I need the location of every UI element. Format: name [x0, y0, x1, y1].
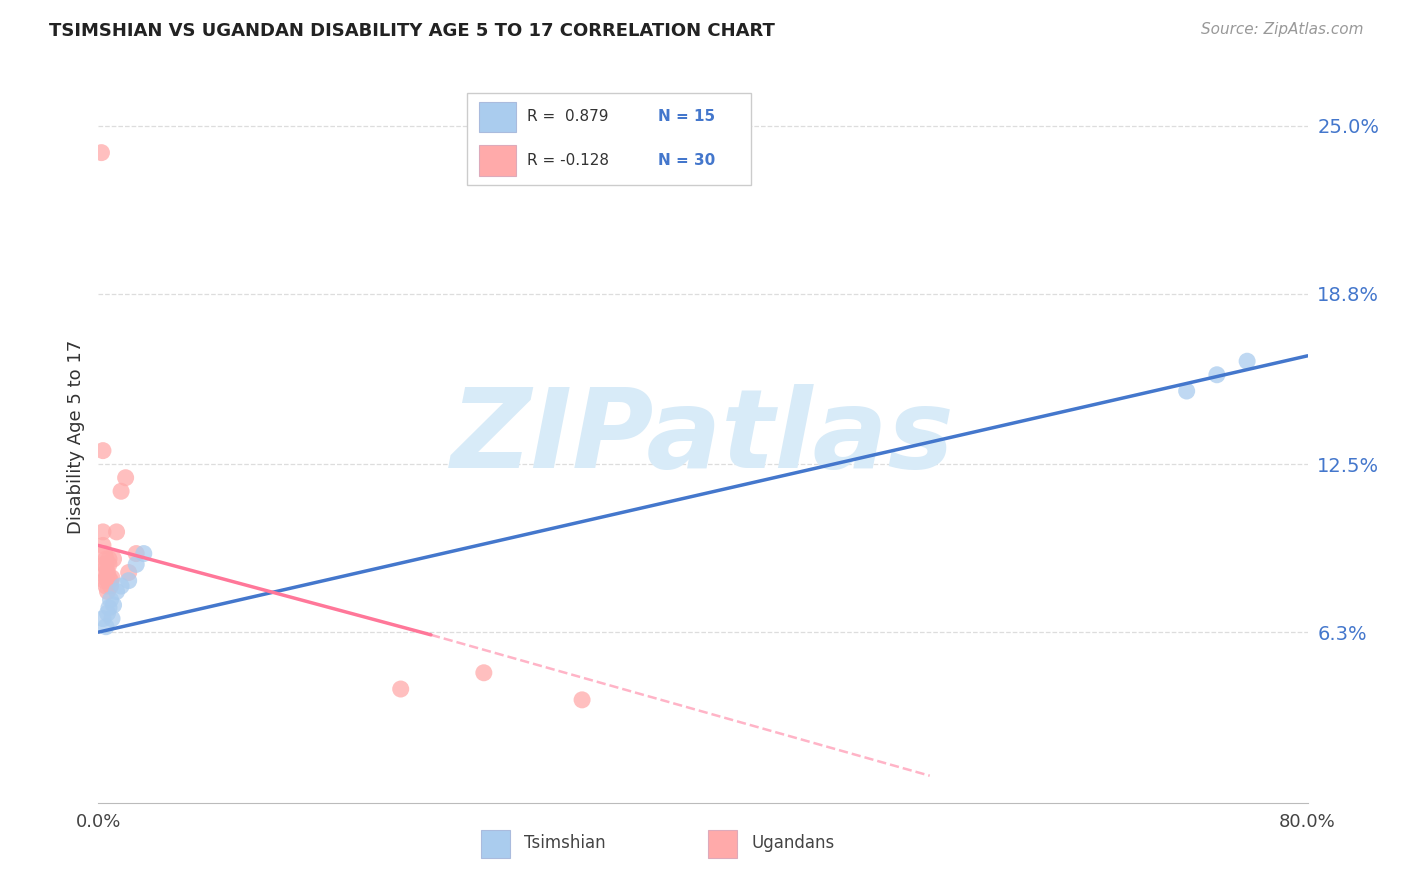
Point: [571, 693, 593, 707]
Point: [93, 558, 115, 572]
Point: [101, 611, 124, 625]
Point: [91, 443, 114, 458]
Point: [96, 574, 118, 588]
Point: [96, 566, 118, 580]
Point: [389, 681, 412, 696]
Point: [1175, 384, 1198, 398]
Point: [94, 620, 117, 634]
Point: [110, 484, 132, 499]
Point: [101, 571, 124, 585]
Point: [91, 524, 114, 539]
Point: [105, 584, 128, 599]
Point: [472, 665, 495, 680]
Point: [100, 579, 122, 593]
Point: [125, 558, 148, 572]
Y-axis label: Disability Age 5 to 17: Disability Age 5 to 17: [66, 340, 84, 534]
Point: [96, 606, 118, 620]
Point: [105, 524, 128, 539]
Point: [93, 574, 115, 588]
Point: [98, 600, 121, 615]
Point: [90, 145, 112, 160]
Text: TSIMSHIAN VS UGANDAN DISABILITY AGE 5 TO 17 CORRELATION CHART: TSIMSHIAN VS UGANDAN DISABILITY AGE 5 TO…: [49, 22, 775, 40]
Point: [98, 558, 121, 572]
Point: [125, 547, 148, 561]
Point: [93, 547, 115, 561]
Point: [100, 592, 122, 607]
Point: [114, 471, 136, 485]
Text: ZIPatlas: ZIPatlas: [451, 384, 955, 491]
Point: [94, 552, 117, 566]
Point: [1206, 368, 1229, 382]
Point: [1236, 354, 1258, 368]
Point: [96, 584, 118, 599]
Point: [118, 566, 141, 580]
Point: [98, 552, 121, 566]
Point: [91, 611, 114, 625]
Point: [94, 579, 117, 593]
Point: [132, 547, 155, 561]
Text: Source: ZipAtlas.com: Source: ZipAtlas.com: [1201, 22, 1364, 37]
Point: [94, 560, 117, 574]
Point: [118, 574, 141, 588]
Point: [94, 566, 117, 580]
Point: [98, 571, 121, 585]
Point: [94, 571, 117, 585]
Point: [103, 552, 125, 566]
Point: [110, 579, 132, 593]
Point: [103, 598, 125, 612]
Point: [91, 538, 114, 552]
Point: [100, 574, 122, 588]
